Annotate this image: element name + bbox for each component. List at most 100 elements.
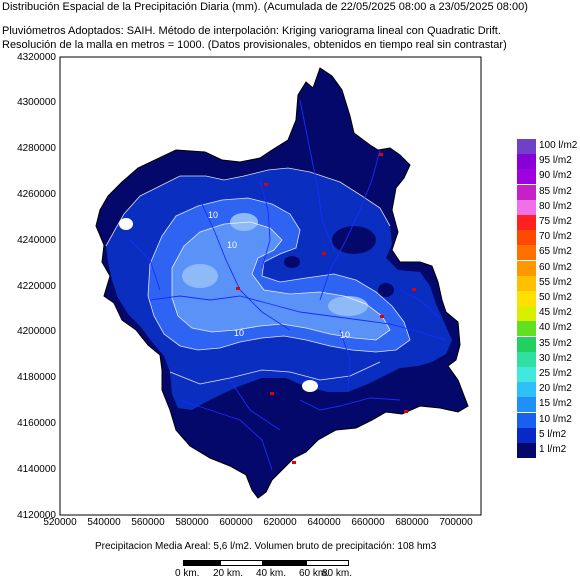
legend-label: 75 l/m2 xyxy=(539,216,572,227)
legend-item: 35 l/m2 xyxy=(517,336,579,352)
legend-label: 100 l/m2 xyxy=(539,140,578,151)
method-subtitle: Pluviómetros Adoptados: SAIH. Método de … xyxy=(2,25,501,37)
legend-label: 25 l/m2 xyxy=(539,368,572,379)
city-marker xyxy=(264,183,268,186)
legend-swatch xyxy=(517,199,536,215)
legend-item: 10 l/m2 xyxy=(517,412,579,428)
legend-item: 65 l/m2 xyxy=(517,245,579,261)
legend-swatch xyxy=(517,230,536,246)
x-tick: 540000 xyxy=(87,517,121,528)
y-tick: 4280000 xyxy=(17,143,56,154)
legend-label: 45 l/m2 xyxy=(539,307,572,319)
legend-item: 55 l/m2 xyxy=(517,275,579,291)
legend-item: 80 l/m2 xyxy=(517,199,579,215)
contour-label: 10 xyxy=(340,330,350,340)
contour-label: 10 xyxy=(227,240,237,250)
x-tick: 560000 xyxy=(131,517,165,528)
legend-label: 1 l/m2 xyxy=(539,444,567,455)
y-tick: 4240000 xyxy=(17,235,56,246)
legend-swatch xyxy=(517,169,536,185)
legend-item: 75 l/m2 xyxy=(517,215,579,230)
legend-swatch xyxy=(517,306,536,322)
legend-swatch xyxy=(517,139,536,154)
legend-item: 90 l/m2 xyxy=(517,169,579,185)
city-marker xyxy=(292,461,296,464)
contour-label: 10 xyxy=(234,328,244,338)
legend-swatch xyxy=(517,443,536,458)
contour-label-group: 10 10 10 10 xyxy=(208,210,350,340)
legend-label: 35 l/m2 xyxy=(539,337,572,349)
legend-label: 30 l/m2 xyxy=(539,352,572,364)
city-marker xyxy=(270,392,274,395)
dry-pocket-2 xyxy=(378,283,394,297)
legend-swatch xyxy=(517,351,536,367)
zone-20mm-east xyxy=(328,296,368,316)
map-title: Distribución Espacial de la Precipitació… xyxy=(2,1,528,13)
legend-swatch xyxy=(517,427,536,443)
legend-item: 5 l/m2 xyxy=(517,427,579,443)
x-tick: 580000 xyxy=(175,517,209,528)
legend-item: 85 l/m2 xyxy=(517,184,579,200)
legend-label: 15 l/m2 xyxy=(539,398,572,410)
no-data-hole-1 xyxy=(119,218,133,230)
legend-item: 70 l/m2 xyxy=(517,230,579,246)
legend-swatch xyxy=(517,412,536,428)
legend-swatch xyxy=(517,245,536,261)
legend-label: 20 l/m2 xyxy=(539,383,572,395)
legend-swatch xyxy=(517,321,536,337)
legend-item: 95 l/m2 xyxy=(517,154,579,170)
legend-item: 1 l/m2 xyxy=(517,443,579,458)
city-marker xyxy=(380,315,384,318)
legend-label: 50 l/m2 xyxy=(539,292,572,303)
legend-label: 60 l/m2 xyxy=(539,261,572,273)
scale-bar-segment xyxy=(263,560,306,566)
legend-swatch xyxy=(517,260,536,276)
contour-lines xyxy=(105,167,411,385)
areal-mean-caption: Precipitacion Media Areal: 5,6 l/m2. Vol… xyxy=(95,541,437,552)
legend-swatch xyxy=(517,215,536,230)
y-tick: 4220000 xyxy=(17,281,56,292)
legend-label: 70 l/m2 xyxy=(539,231,572,243)
resolution-subtitle: Resolución de la malla en metros = 1000.… xyxy=(2,39,507,51)
legend-item: 20 l/m2 xyxy=(517,382,579,398)
city-marker xyxy=(236,287,240,290)
y-tick: 4300000 xyxy=(17,97,56,108)
legend-swatch xyxy=(517,382,536,398)
y-tick: 4180000 xyxy=(17,372,56,383)
legend-item: 50 l/m2 xyxy=(517,291,579,306)
legend-item: 100 l/m2 xyxy=(517,139,579,154)
zone-20mm-north xyxy=(230,213,258,231)
dry-pocket-1 xyxy=(332,226,376,254)
x-tick: 600000 xyxy=(219,517,253,528)
scale-bar-label: 60 km. xyxy=(299,568,330,579)
legend-swatch xyxy=(517,367,536,382)
legend-label: 80 l/m2 xyxy=(539,200,572,212)
y-tick: 4320000 xyxy=(17,52,56,63)
legend-label: 40 l/m2 xyxy=(539,322,572,334)
legend-label: 55 l/m2 xyxy=(539,276,572,288)
legend-label: 90 l/m2 xyxy=(539,170,572,182)
city-marker xyxy=(412,288,416,291)
y-tick: 4140000 xyxy=(17,464,56,475)
no-data-hole-2 xyxy=(302,380,318,392)
y-tick: 4120000 xyxy=(17,510,56,521)
scale-bar-label: 20 km. xyxy=(213,568,244,579)
y-tick: 4200000 xyxy=(17,326,56,337)
x-tick: 660000 xyxy=(351,517,385,528)
legend-swatch xyxy=(517,336,536,352)
legend-label: 5 l/m2 xyxy=(539,428,567,440)
contour-label: 10 xyxy=(208,210,218,220)
scale-bar-segment xyxy=(183,560,220,566)
legend-swatch xyxy=(517,291,536,306)
scale-bar-segment xyxy=(306,560,349,566)
legend-item: 45 l/m2 xyxy=(517,306,579,322)
legend-item: 60 l/m2 xyxy=(517,260,579,276)
city-markers xyxy=(236,153,416,464)
x-tick: 700000 xyxy=(439,517,473,528)
scale-bar: 0 km. 20 km. 40 km. 60 km. 80 km. xyxy=(175,560,355,580)
zone-20mm-west xyxy=(182,264,218,288)
x-tick: 640000 xyxy=(307,517,341,528)
city-marker xyxy=(404,410,408,413)
legend-item: 30 l/m2 xyxy=(517,351,579,367)
city-marker xyxy=(379,153,383,156)
